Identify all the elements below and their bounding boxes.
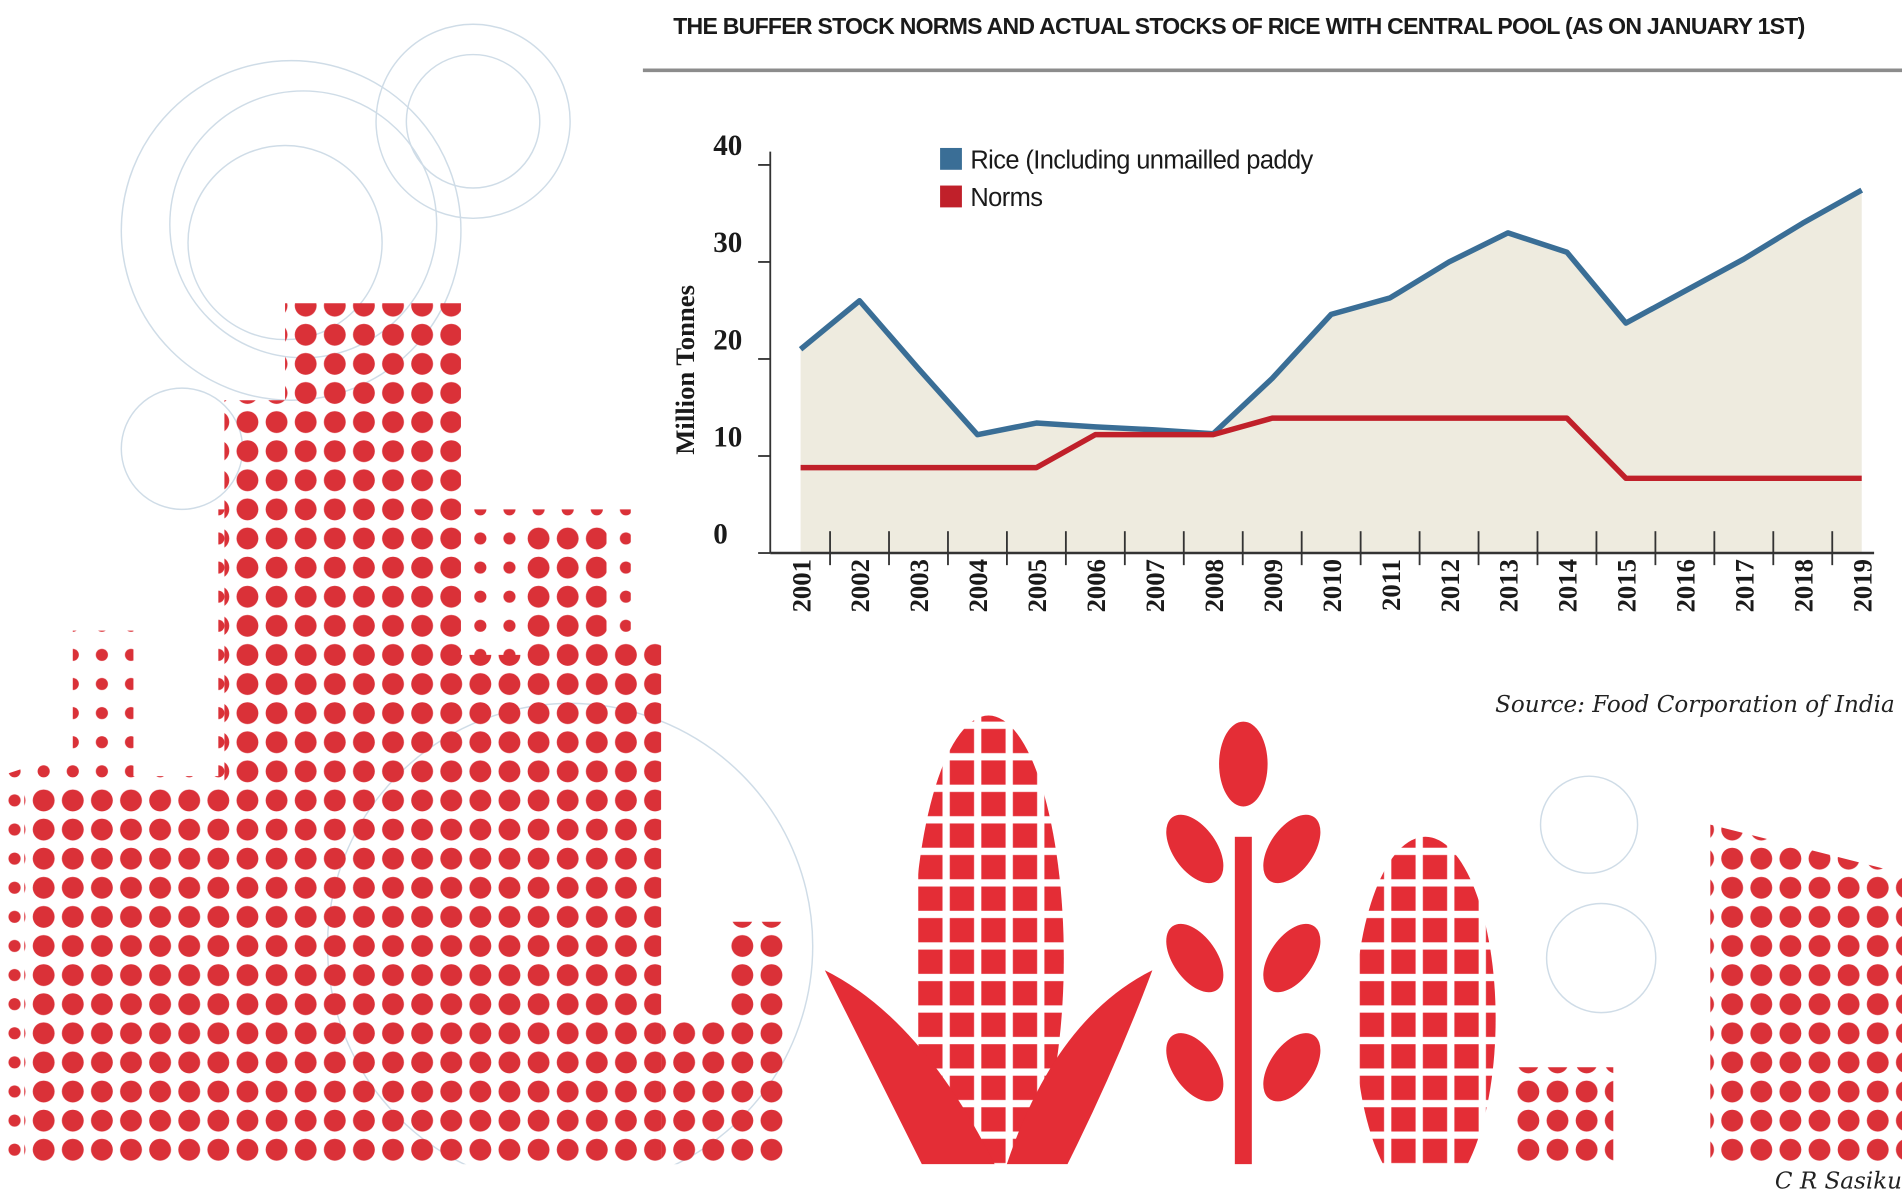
area (800, 190, 1862, 554)
line (798, 187, 1864, 438)
x-tick-label: 2007 (1140, 559, 1170, 612)
x-tick-label: 2012 (1435, 559, 1465, 612)
y-tick-label: 20 (713, 324, 742, 356)
y-axis-label: Million Tonnes (670, 285, 700, 455)
source: Source: Food Corporation of India (1495, 692, 1895, 718)
decoration (0, 23, 1902, 1197)
credit: C R Sasiku (1775, 1169, 1902, 1195)
x-tick-label: 2003 (904, 559, 934, 612)
y-tick-label: 10 (713, 421, 742, 453)
chart-title: THE BUFFER STOCK NORMS AND ACTUAL STOCKS… (673, 13, 1804, 39)
x-tick-label: 2011 (1376, 559, 1406, 611)
x-tick-label: 2009 (1258, 559, 1288, 612)
x-tick-label: 2002 (845, 559, 875, 612)
y-tick-label: 40 (713, 130, 742, 162)
y-tick-label: 30 (713, 227, 742, 259)
legend-label: Rice (Including unmailled paddy (970, 147, 1313, 175)
x-tick-label: 2014 (1553, 559, 1583, 612)
x-tick-label: 2017 (1730, 559, 1760, 612)
y-tick-label: 0 (713, 518, 728, 550)
x-tick-label: 2015 (1612, 559, 1642, 612)
x-tick-label: 2008 (1199, 559, 1229, 612)
x-tick-label: 2004 (963, 559, 993, 612)
x-tick-label: 2010 (1317, 559, 1347, 612)
x-tick-label: 2016 (1671, 559, 1701, 612)
line (800, 415, 1862, 482)
x-tick-label: 2006 (1081, 559, 1111, 612)
x-tick-label: 2013 (1494, 559, 1524, 612)
x-tick-label: 2001 (786, 559, 816, 612)
x-tick-label: 2019 (1847, 559, 1877, 612)
legend-swatch (940, 185, 962, 208)
x-tick-label: 2018 (1788, 559, 1818, 612)
legend-swatch (940, 147, 962, 170)
x-tick-label: 2005 (1022, 559, 1052, 612)
legend-label: Norms (970, 184, 1042, 212)
